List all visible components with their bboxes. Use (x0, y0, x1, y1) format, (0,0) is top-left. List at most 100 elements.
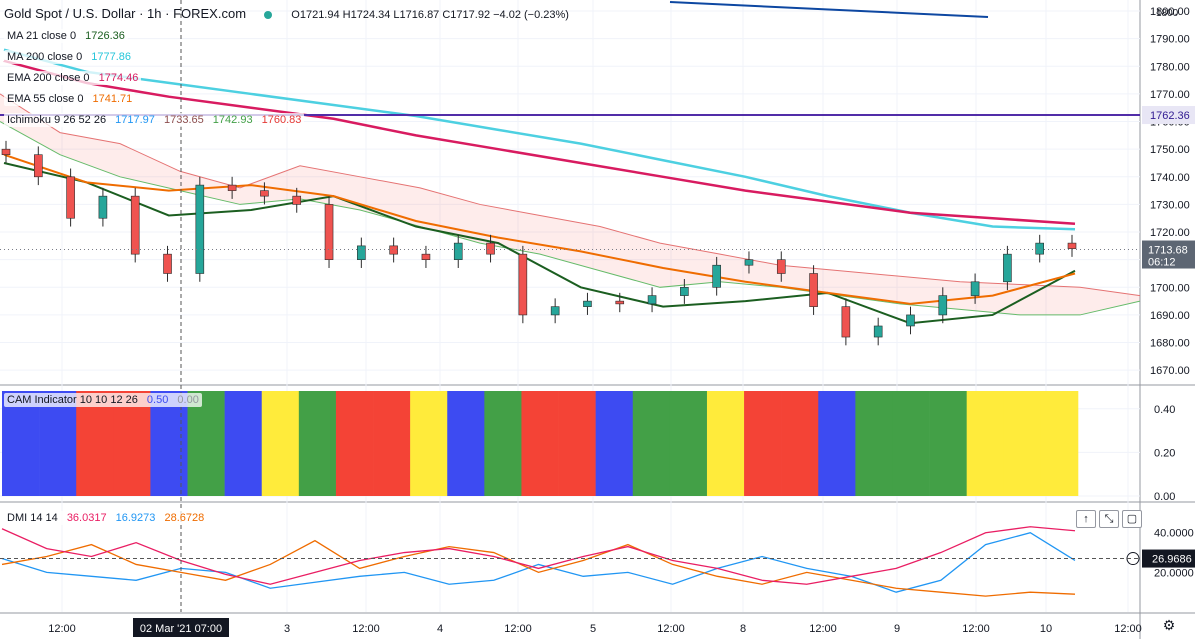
series-line-ma-21-close-0 (3, 162, 1076, 325)
price-tick-label: 1720.00 (1150, 227, 1190, 239)
price-tick-label: 1790.00 (1150, 34, 1190, 46)
candle-body (1003, 253, 1012, 283)
cam-bar (595, 391, 634, 496)
cam-bar (410, 391, 448, 496)
time-tick-label: 12:00 (504, 623, 532, 635)
cam-bar (892, 391, 930, 496)
cam-tick-label: 0.40 (1154, 404, 1175, 416)
price-tick-label: 1700.00 (1150, 282, 1190, 294)
legend-ma200[interactable]: MA 200 close 0 1777.86 (4, 50, 135, 64)
dmi-line-di (1, 539, 1076, 597)
candle-body (776, 259, 786, 274)
hline-price-badge (1142, 106, 1195, 125)
cam-bar (76, 391, 114, 496)
legend-ema55[interactable]: EMA 55 close 0 1741.71 (4, 92, 136, 106)
last-price-badge (1142, 240, 1195, 269)
legend-cam[interactable]: CAM Indicator 10 10 12 26 0.50 0.00 (4, 393, 202, 407)
last-price-label: 1713.68 (1148, 245, 1188, 257)
legend-dmi[interactable]: DMI 14 14 36.0317 16.9273 28.6728 (4, 511, 208, 525)
ohlc-readout: O1721.94 H1724.34 L1716.87 C1717.92 −4.0… (291, 9, 569, 21)
candle-body (550, 306, 560, 316)
collapse-pane-icon[interactable]: ⤡ (1099, 510, 1119, 528)
candle-body (486, 242, 495, 255)
symbol-header[interactable]: Gold Spot / U.S. Dollar · 1h · FOREX.com… (4, 6, 569, 21)
time-tick-label: 4 (437, 623, 443, 635)
cam-tick-label: 0.20 (1154, 447, 1175, 459)
candle-body (615, 300, 625, 305)
legend-ma21-label: MA 21 close 0 (7, 30, 77, 42)
cam-bar (632, 391, 671, 496)
legend-ema200-label: EMA 200 close 0 (7, 72, 90, 84)
legend-ema200[interactable]: EMA 200 close 0 1774.46 (4, 71, 142, 85)
cam-bar (298, 391, 337, 496)
time-tick-label: 12:00 (48, 623, 76, 635)
cam-bar (373, 391, 411, 496)
legend-ema55-label: EMA 55 close 0 (7, 93, 84, 105)
cam-bar (818, 391, 856, 496)
cam-bar (1003, 391, 1042, 496)
time-tick-label: 5 (590, 623, 596, 635)
time-tick-label: 12:00 (962, 623, 990, 635)
candle-body (195, 184, 205, 274)
settings-gear-icon[interactable]: ⚙ (1160, 617, 1178, 633)
price-tick-label: 1800.00 (1150, 6, 1190, 18)
hline-price-label: 1762.36 (1150, 110, 1190, 122)
legend-ichimoku-v2: 1733.65 (163, 114, 204, 126)
cam-bar (484, 391, 522, 496)
time-tick-label: 12:00 (352, 623, 380, 635)
candle-body (518, 253, 528, 316)
cam-bar (113, 391, 151, 496)
cam-bar (150, 391, 188, 496)
candle-body (421, 253, 431, 260)
price-tick-label: 1770.00 (1150, 89, 1190, 101)
candle-body (130, 195, 140, 255)
legend-dmi-v1: 36.0317 (66, 512, 107, 524)
legend-ma200-value: 1777.86 (91, 51, 132, 63)
price-pane[interactable] (0, 48, 1141, 346)
cam-bar (521, 391, 559, 496)
candle-body (1035, 242, 1044, 255)
move-pane-up-icon[interactable]: ↑ (1076, 510, 1096, 528)
legend-ma21-value: 1726.36 (85, 30, 125, 42)
dmi-current-badge (1142, 549, 1195, 568)
market-status-icon (263, 10, 272, 19)
candle-body (938, 295, 948, 316)
candle-body (227, 184, 237, 191)
candle-body (744, 259, 754, 266)
time-tick-label: 12:00 (809, 623, 837, 635)
legend-ma21[interactable]: MA 21 close 0 1726.36 (4, 29, 128, 43)
crosshair-time-label: 02 Mar '21 07:00 (140, 623, 222, 635)
legend-ema55-value: 1741.71 (92, 93, 133, 105)
candle-body (970, 281, 980, 296)
cam-bar (966, 391, 1005, 496)
cam-bar (2, 391, 40, 496)
price-axis[interactable]: 1800.001790.001780.001770.001760.001750.… (1126, 6, 1195, 579)
legend-ichimoku[interactable]: Ichimoku 9 26 52 26 1717.97 1733.65 1742… (4, 113, 305, 127)
candle-body (841, 306, 851, 338)
candle-body (453, 242, 463, 260)
dmi-tick-label: 40.0000 (1154, 528, 1194, 540)
cam-bar (261, 391, 300, 496)
trend-line-drawing (669, 1, 989, 18)
price-tick-label: 1750.00 (1150, 144, 1190, 156)
time-tick-label: 12:00 (1114, 623, 1142, 635)
cam-bar (855, 391, 893, 496)
price-tick-label: 1670.00 (1150, 365, 1190, 377)
legend-ichimoku-label: Ichimoku 9 26 52 26 (7, 114, 107, 126)
candle-body (583, 300, 592, 307)
dmi-current-label: 26.9686 (1152, 554, 1192, 566)
legend-ichimoku-v1: 1717.97 (115, 114, 155, 126)
time-tick-label: 10 (1040, 623, 1052, 635)
time-axis[interactable]: 12:00 3 12:00 4 12:00 5 12:00 8 12:00 9 12:00 10 12:… (48, 618, 1142, 637)
legend-dmi-v2: 16.9273 (115, 512, 156, 524)
candle-body (292, 195, 302, 205)
crosshair-time-badge (133, 618, 229, 637)
cam-bar (744, 391, 782, 496)
candle-body (389, 245, 398, 255)
candle-body (1, 148, 11, 156)
series-line-ema-55-close-0 (3, 153, 1076, 305)
price-tick-label: 1730.00 (1150, 199, 1190, 211)
cam-indicator-pane[interactable] (2, 391, 1079, 496)
maximize-pane-icon[interactable]: ▢ (1122, 510, 1142, 528)
